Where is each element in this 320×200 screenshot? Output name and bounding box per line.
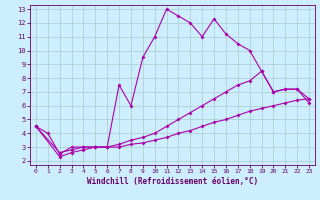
X-axis label: Windchill (Refroidissement éolien,°C): Windchill (Refroidissement éolien,°C) [87,177,258,186]
